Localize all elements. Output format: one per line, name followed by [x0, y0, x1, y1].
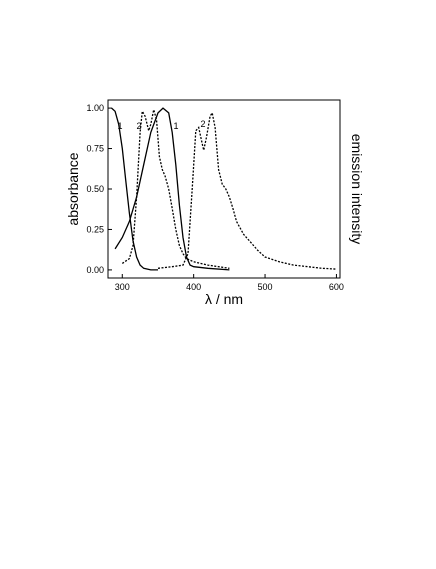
series-line — [111, 107, 158, 271]
x-tick-label: 600 — [329, 282, 344, 292]
x-axis-label: λ / nm — [205, 291, 243, 307]
x-tick-label: 300 — [115, 282, 130, 292]
x-tick-label: 500 — [258, 282, 273, 292]
series-label: 1 — [117, 121, 122, 131]
y-axis-label: absorbance — [65, 152, 81, 225]
series-label: 1 — [173, 121, 178, 131]
y-tick-label: 1.00 — [86, 103, 104, 113]
series-label: 2 — [136, 121, 141, 131]
series-line — [121, 109, 230, 269]
y2-axis-label: emission intensity — [349, 134, 365, 245]
series-line — [114, 107, 230, 271]
y-tick-label: 0.75 — [86, 144, 104, 154]
y-tick-label: 0.25 — [86, 224, 104, 234]
x-tick-label: 400 — [186, 282, 201, 292]
y-tick-label: 0.00 — [86, 265, 104, 275]
series-label: 2 — [200, 119, 205, 129]
series-line — [157, 111, 337, 270]
plot-frame — [107, 99, 341, 279]
y-tick-label: 0.50 — [86, 184, 104, 194]
